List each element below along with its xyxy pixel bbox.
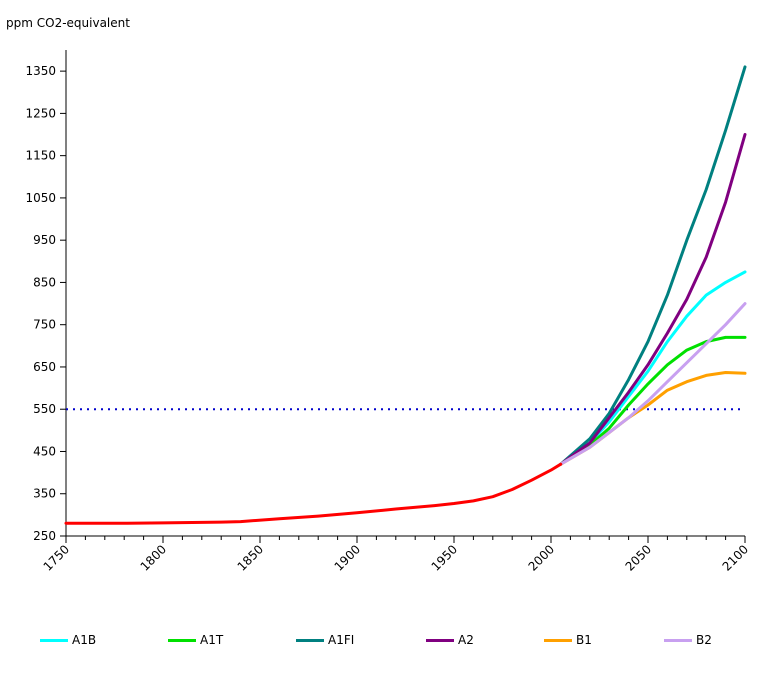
- tick-labels: 250 350 450 550 650 750 850 950 1050 1150 1250 1350…: [25, 64, 751, 574]
- legend-label: A1B: [72, 633, 97, 647]
- y-tick-label: 250: [33, 529, 56, 543]
- y-tick-label: 850: [33, 275, 56, 289]
- y-tick-label: 1050: [25, 191, 56, 205]
- x-tick-label: 2000: [526, 542, 557, 573]
- x-tick-label: 1900: [332, 542, 363, 573]
- legend-label: A1T: [200, 633, 224, 647]
- axes: [60, 50, 746, 543]
- y-tick-label: 1350: [25, 64, 56, 78]
- legend: A1B A1T A1FI A2 B1 B2: [0, 630, 764, 654]
- legend-item-a1fi: A1FI: [296, 630, 354, 650]
- x-tick-label: 1750: [41, 542, 72, 573]
- legend-item-a2: A2: [426, 630, 474, 650]
- series-line-a1t: [559, 335, 747, 466]
- series-line-b2: [559, 302, 747, 466]
- series-line-b1: [559, 371, 747, 466]
- y-axis-label: ppm CO2-equivalent: [6, 16, 130, 30]
- y-tick-label: 650: [33, 360, 56, 374]
- y-tick-label: 450: [33, 444, 56, 458]
- series-line-a1fi: [559, 65, 747, 466]
- legend-swatch: [544, 638, 572, 642]
- legend-swatch: [296, 638, 324, 642]
- legend-item-a1t: A1T: [168, 630, 223, 650]
- legend-item-b1: B1: [544, 630, 592, 650]
- y-tick-label: 950: [33, 233, 56, 247]
- legend-swatch: [664, 638, 692, 642]
- x-tick-label: 2100: [720, 542, 751, 573]
- y-tick-label: 1150: [25, 149, 56, 163]
- y-tick-label: 750: [33, 318, 56, 332]
- legend-label: A1FI: [328, 633, 355, 647]
- y-tick-label: 550: [33, 402, 56, 416]
- legend-swatch: [40, 638, 68, 642]
- legend-label: A2: [458, 633, 474, 647]
- series-line-a2: [559, 133, 747, 466]
- legend-label: B1: [576, 633, 592, 647]
- legend-swatch: [426, 638, 454, 642]
- legend-item-a1b: A1B: [40, 630, 96, 650]
- legend-item-b2: B2: [664, 630, 712, 650]
- legend-label: B2: [696, 633, 712, 647]
- legend-swatch: [168, 638, 196, 642]
- y-tick-label: 1250: [25, 106, 56, 120]
- x-tick-label: 2050: [623, 542, 654, 573]
- x-tick-label: 1800: [138, 542, 169, 573]
- y-tick-label: 350: [33, 487, 56, 501]
- series-line-historical: [64, 462, 563, 525]
- x-tick-label: 1850: [235, 542, 266, 573]
- series-line-a1b: [559, 270, 747, 466]
- x-tick-label: 1950: [429, 542, 460, 573]
- series-group: [64, 65, 747, 525]
